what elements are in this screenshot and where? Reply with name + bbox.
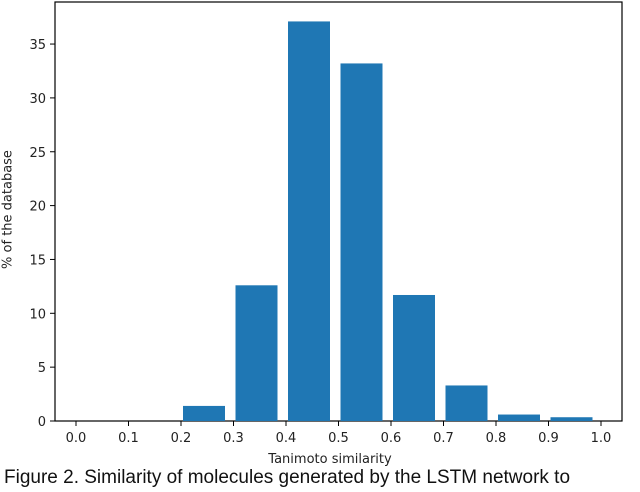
x-tick-label: 0.1 bbox=[118, 431, 139, 446]
bar-0.4-0.5 bbox=[288, 21, 330, 421]
x-tick-label: 0.8 bbox=[486, 431, 507, 446]
y-tick-label: 5 bbox=[38, 361, 46, 376]
x-axis-ticks: 0.0 0.1 0.2 0.3 0.4 0.5 0.6 0.7 0.8 0.9 1.0 bbox=[66, 421, 612, 446]
x-tick-label: 0.4 bbox=[276, 431, 297, 446]
y-tick-label: 35 bbox=[29, 38, 46, 53]
bar-0.3-0.4 bbox=[235, 285, 278, 421]
x-tick-label: 0.3 bbox=[223, 431, 244, 446]
y-tick-label: 20 bbox=[29, 200, 46, 215]
x-tick-label: 0.5 bbox=[328, 431, 349, 446]
bar-0.7-0.8 bbox=[445, 385, 488, 421]
y-tick-label: 30 bbox=[29, 92, 46, 107]
y-tick-label: 25 bbox=[29, 146, 46, 161]
y-tick-label: 0 bbox=[38, 415, 46, 430]
bars-group bbox=[183, 21, 593, 421]
y-tick-label: 15 bbox=[29, 253, 46, 268]
plot-frame bbox=[54, 1, 623, 422]
x-axis-label: Tanimoto similarity bbox=[268, 452, 392, 467]
y-axis-ticks: 0 5 10 15 20 25 30 35 bbox=[29, 38, 55, 430]
x-tick-label: 0.0 bbox=[66, 431, 87, 446]
bar-0.2-0.3 bbox=[183, 405, 225, 421]
figure-caption: Figure 2. Similarity of molecules genera… bbox=[4, 467, 571, 488]
bar-0.9-1.0 bbox=[550, 417, 593, 421]
x-tick-label: 0.9 bbox=[538, 431, 559, 446]
bar-0.6-0.7 bbox=[393, 294, 435, 421]
x-tick-label: 1.0 bbox=[591, 431, 612, 446]
x-tick-label: 0.2 bbox=[171, 431, 192, 446]
bar-0.5-0.6 bbox=[340, 63, 383, 421]
x-tick-label: 0.7 bbox=[433, 431, 454, 446]
y-axis-label: % of the database bbox=[0, 150, 16, 269]
bar-0.8-0.9 bbox=[498, 414, 540, 421]
x-tick-label: 0.6 bbox=[381, 431, 402, 446]
y-tick-label: 10 bbox=[29, 307, 46, 322]
